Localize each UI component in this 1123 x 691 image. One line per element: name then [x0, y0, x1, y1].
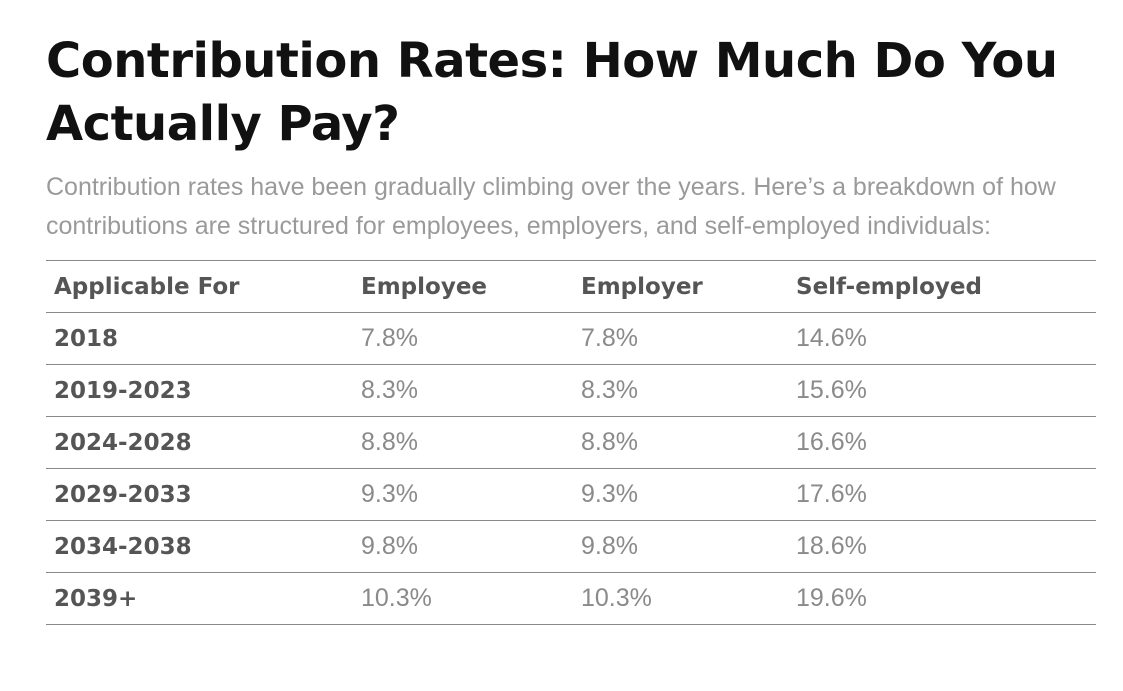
header-employee: Employee	[353, 260, 573, 313]
row-period: 2029-2033	[46, 468, 353, 521]
self-employed-rate: 18.6%	[788, 520, 1096, 573]
table-row: 2034-2038 9.8% 9.8% 18.6%	[46, 520, 1096, 573]
table-row: 2024-2028 8.8% 8.8% 16.6%	[46, 416, 1096, 469]
article-section: Contribution Rates: How Much Do You Actu…	[46, 30, 1096, 625]
table-row: 2019-2023 8.3% 8.3% 15.6%	[46, 364, 1096, 417]
employee-rate: 10.3%	[353, 572, 573, 625]
header-row: Applicable For Employee Employer Self-em…	[46, 260, 1096, 313]
header-applicable-for: Applicable For	[46, 260, 353, 313]
self-employed-rate: 19.6%	[788, 572, 1096, 625]
employer-rate: 9.8%	[573, 520, 788, 573]
employer-rate: 10.3%	[573, 572, 788, 625]
intro-paragraph: Contribution rates have been gradually c…	[46, 173, 1056, 240]
row-period: 2034-2038	[46, 520, 353, 573]
table-header: Applicable For Employee Employer Self-em…	[46, 260, 1096, 313]
table-row: 2018 7.8% 7.8% 14.6%	[46, 312, 1096, 365]
self-employed-rate: 16.6%	[788, 416, 1096, 469]
employer-rate: 8.8%	[573, 416, 788, 469]
table-body: 2018 7.8% 7.8% 14.6% 2019-2023 8.3% 8.3%…	[46, 312, 1096, 625]
row-period: 2039+	[46, 572, 353, 625]
row-period: 2018	[46, 312, 353, 365]
table-row: 2029-2033 9.3% 9.3% 17.6%	[46, 468, 1096, 521]
row-period: 2019-2023	[46, 364, 353, 417]
employee-rate: 9.8%	[353, 520, 573, 573]
self-employed-rate: 15.6%	[788, 364, 1096, 417]
employer-rate: 8.3%	[573, 364, 788, 417]
employee-rate: 7.8%	[353, 312, 573, 365]
employee-rate: 8.8%	[353, 416, 573, 469]
self-employed-rate: 17.6%	[788, 468, 1096, 521]
row-period: 2024-2028	[46, 416, 353, 469]
self-employed-rate: 14.6%	[788, 312, 1096, 365]
employer-rate: 9.3%	[573, 468, 788, 521]
employee-rate: 9.3%	[353, 468, 573, 521]
header-employer: Employer	[573, 260, 788, 313]
table-row: 2039+ 10.3% 10.3% 19.6%	[46, 572, 1096, 625]
contribution-rates-table: Applicable For Employee Employer Self-em…	[46, 260, 1096, 625]
header-self-employed: Self-employed	[788, 260, 1096, 313]
page-title: Contribution Rates: How Much Do You Actu…	[46, 33, 1058, 152]
employer-rate: 7.8%	[573, 312, 788, 365]
employee-rate: 8.3%	[353, 364, 573, 417]
